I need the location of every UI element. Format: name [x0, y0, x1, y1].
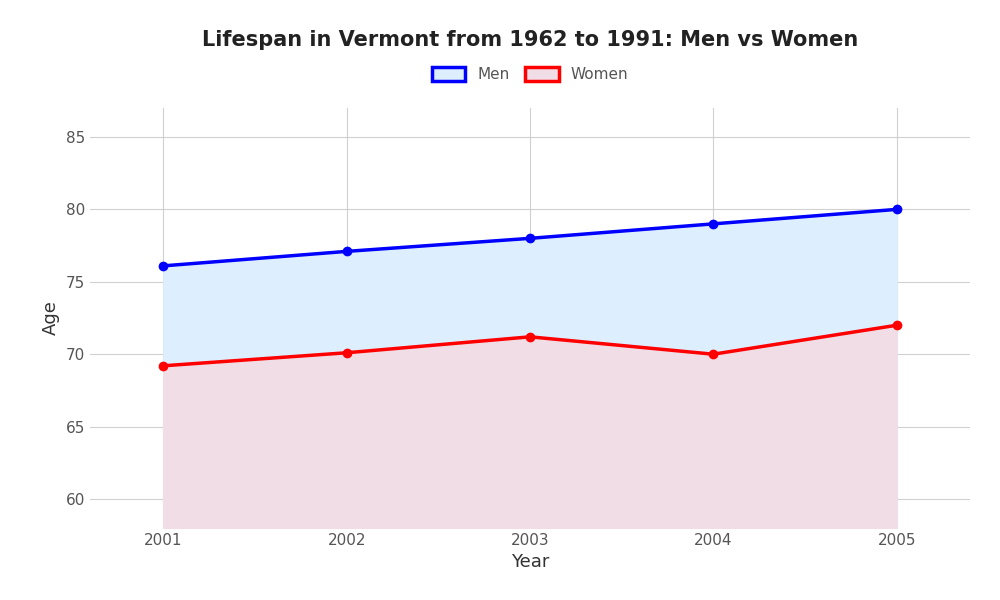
X-axis label: Year: Year — [511, 553, 549, 571]
Title: Lifespan in Vermont from 1962 to 1991: Men vs Women: Lifespan in Vermont from 1962 to 1991: M… — [202, 29, 858, 49]
Y-axis label: Age: Age — [42, 301, 60, 335]
Legend: Men, Women: Men, Women — [425, 61, 635, 88]
